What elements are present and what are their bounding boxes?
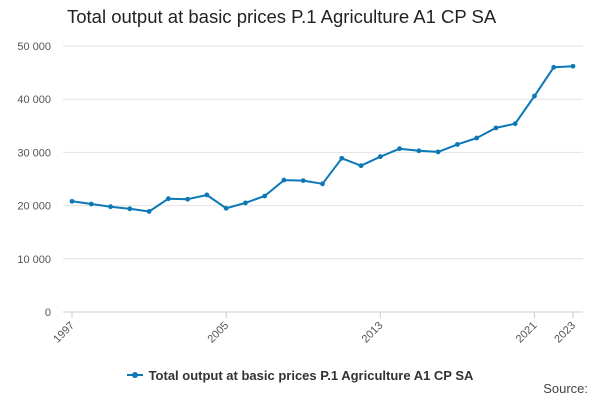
- y-tick-label: 20 000: [17, 201, 51, 213]
- y-axis-tick-labels: 0 10 000 20 000 30 000 40 000 50 000: [17, 41, 51, 319]
- data-point[interactable]: [570, 63, 576, 69]
- data-point[interactable]: [127, 206, 133, 212]
- data-point[interactable]: [88, 201, 94, 207]
- data-point[interactable]: [493, 125, 499, 131]
- data-point[interactable]: [377, 154, 383, 160]
- data-point[interactable]: [532, 93, 537, 99]
- series-line-path: [71, 65, 574, 213]
- source-label: Source:: [543, 381, 588, 396]
- legend-label: Total output at basic prices P.1 Agricul…: [148, 367, 474, 383]
- data-point[interactable]: [474, 135, 480, 141]
- data-point[interactable]: [185, 196, 191, 202]
- data-point[interactable]: [358, 163, 364, 169]
- gridlines: [63, 45, 583, 260]
- data-point[interactable]: [435, 149, 441, 155]
- data-point[interactable]: [416, 148, 422, 154]
- legend-item[interactable]: Total output at basic prices P.1 Agricul…: [126, 367, 474, 383]
- legend-line-marker-icon: [126, 372, 143, 378]
- data-point[interactable]: [223, 205, 229, 211]
- data-point[interactable]: [339, 155, 345, 161]
- data-point[interactable]: [204, 192, 210, 198]
- data-point[interactable]: [320, 181, 325, 187]
- x-tick-label: 2013: [360, 320, 386, 346]
- data-point[interactable]: [262, 193, 268, 199]
- data-point[interactable]: [165, 196, 171, 202]
- chart-title: Total output at basic prices P.1 Agricul…: [67, 6, 497, 27]
- data-point[interactable]: [281, 177, 287, 183]
- series-line: [71, 65, 574, 213]
- y-tick-label: 40 000: [17, 94, 51, 106]
- x-tick-label: 2021: [514, 320, 540, 346]
- data-point[interactable]: [551, 64, 557, 70]
- series-points: [69, 63, 576, 214]
- x-tick-label: 2005: [205, 320, 231, 346]
- data-point[interactable]: [108, 204, 113, 210]
- y-tick-label: 30 000: [17, 147, 51, 159]
- y-tick-label: 50 000: [17, 41, 51, 53]
- data-point[interactable]: [397, 146, 402, 152]
- data-point[interactable]: [69, 198, 75, 204]
- x-tick-label: 1997: [51, 320, 77, 346]
- data-point[interactable]: [146, 209, 152, 214]
- x-tick-label: 2023: [552, 320, 578, 346]
- data-point[interactable]: [454, 142, 460, 147]
- data-point[interactable]: [512, 121, 518, 127]
- y-tick-label: 10 000: [17, 254, 51, 266]
- x-axis-tick-labels: 1997 2005 2013 2021 2023: [51, 320, 578, 346]
- legend: Total output at basic prices P.1 Agricul…: [0, 364, 600, 383]
- x-axis: [63, 311, 583, 318]
- data-point[interactable]: [243, 200, 248, 206]
- y-tick-label: 0: [45, 307, 51, 319]
- data-point[interactable]: [300, 178, 306, 183]
